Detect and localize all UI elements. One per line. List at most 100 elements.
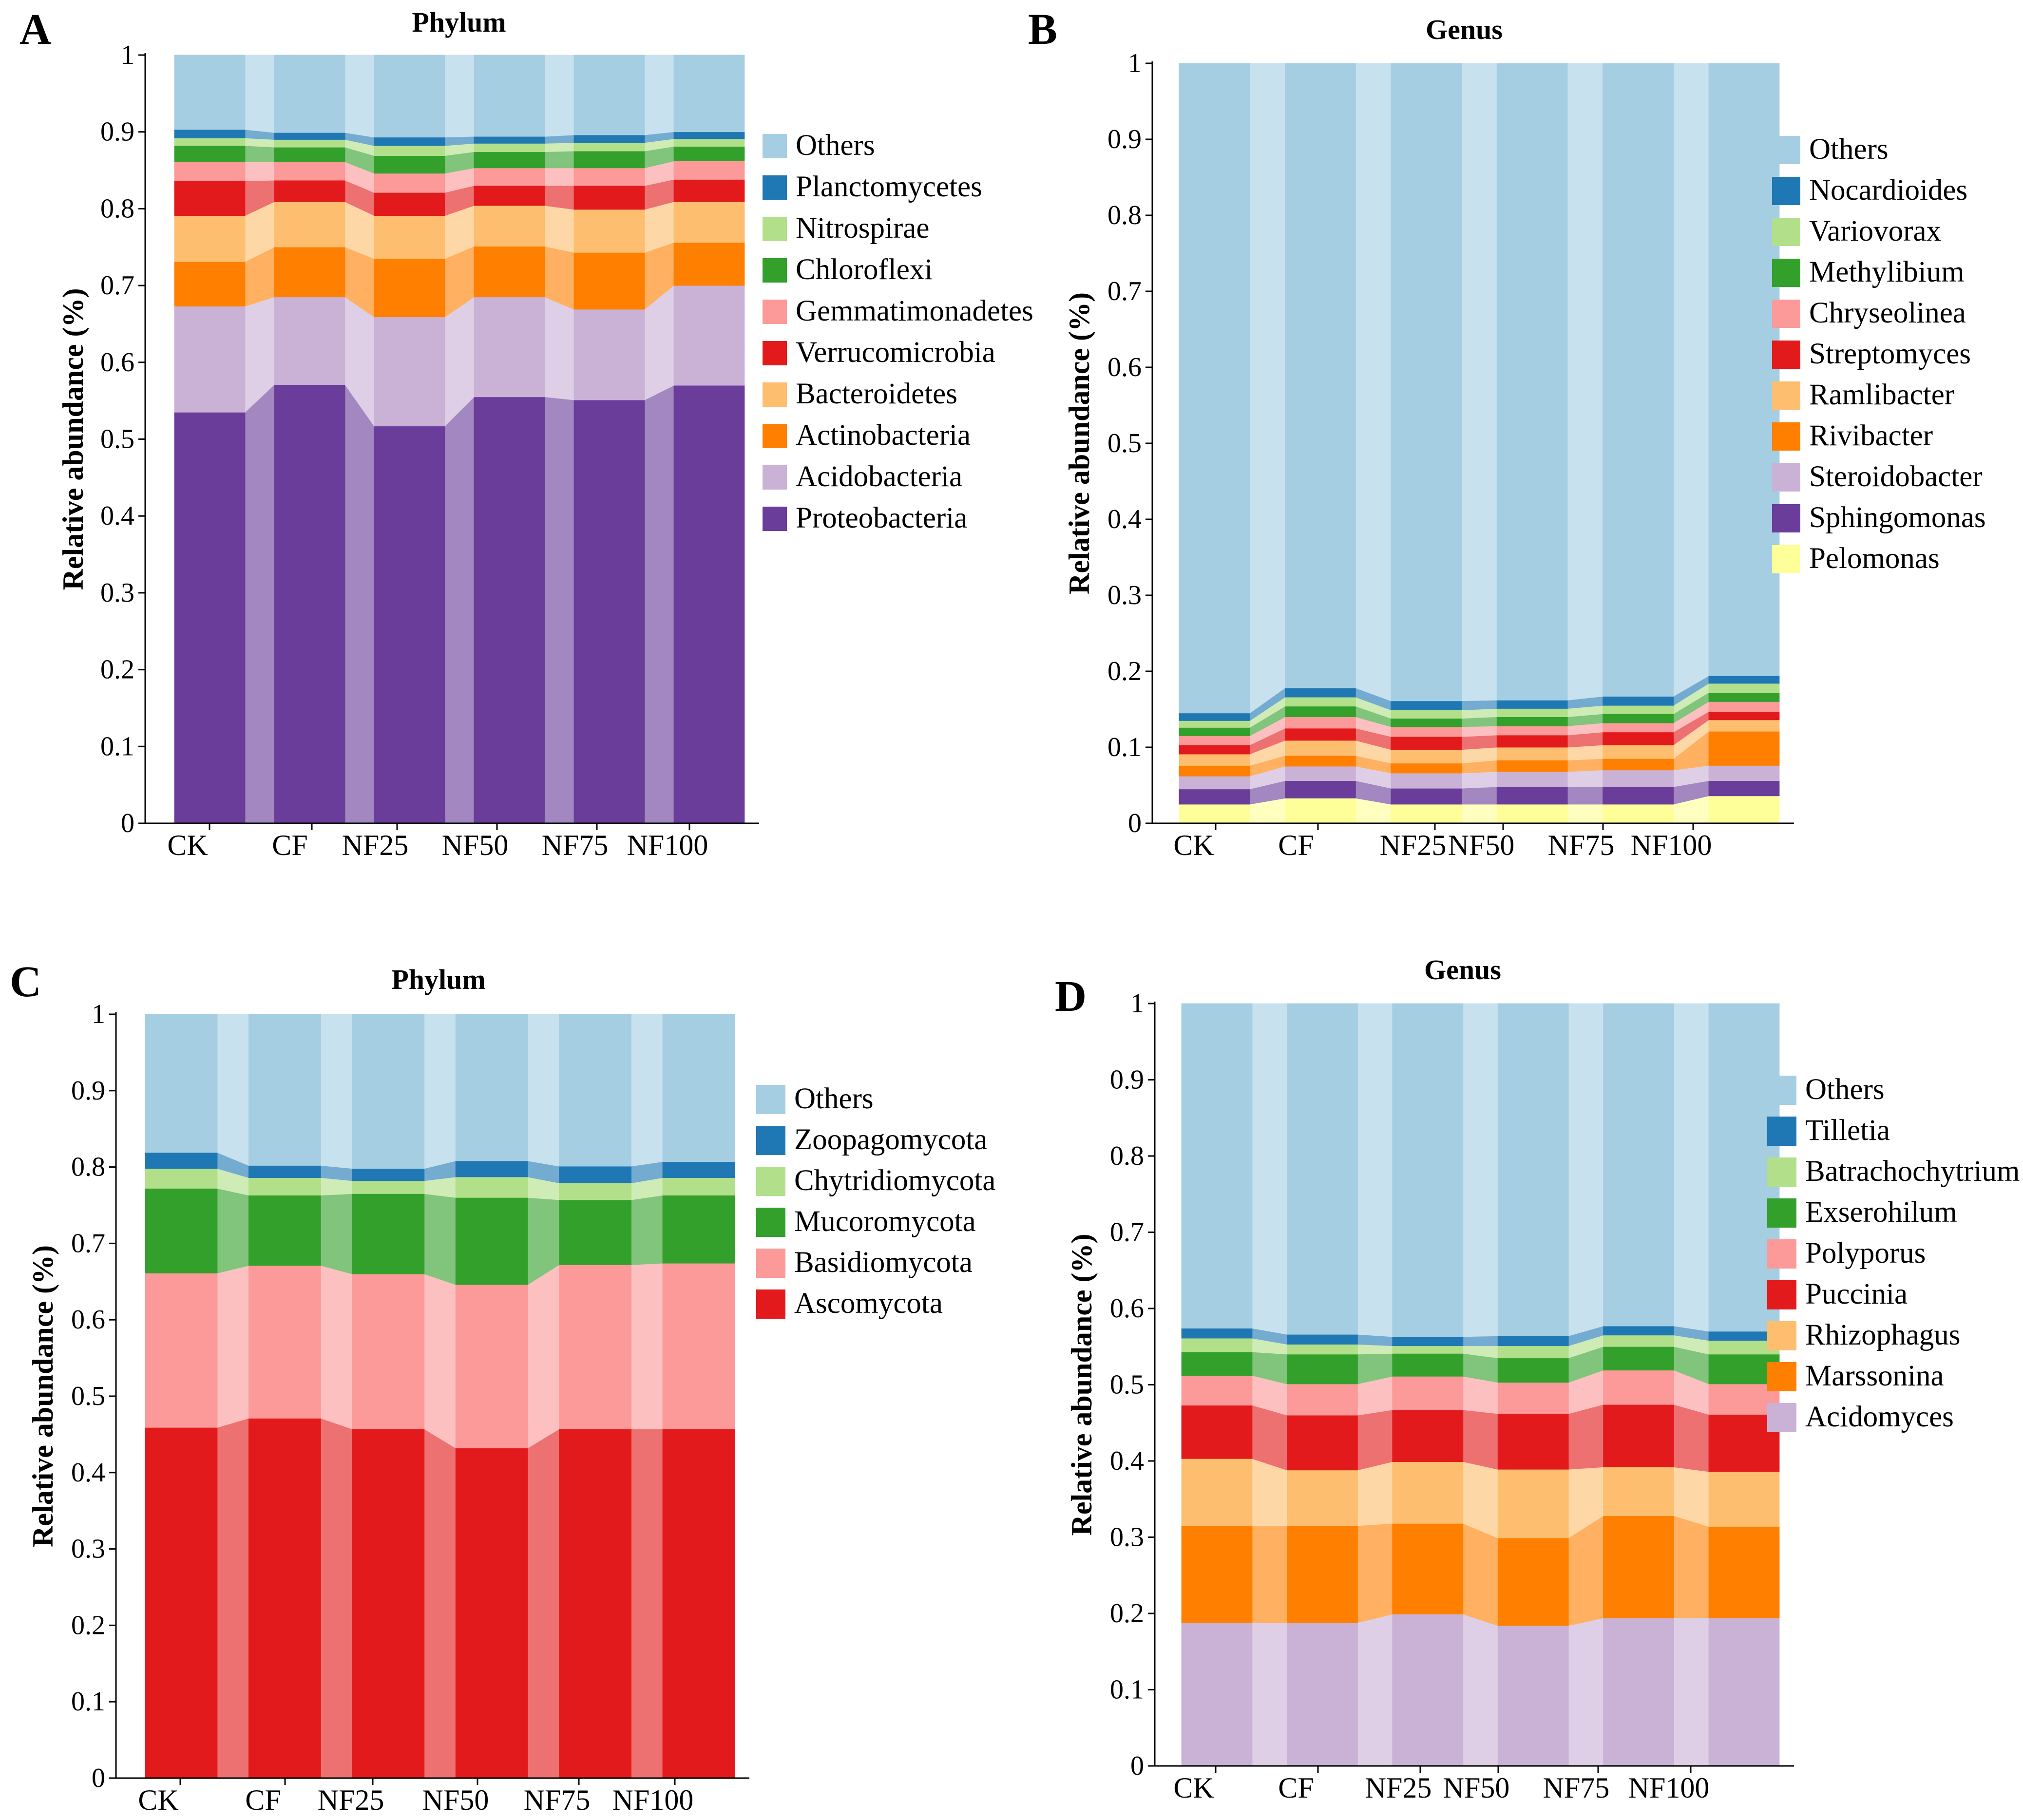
connector-mucoromycota [631,1195,663,1265]
bar-segment-steroidobacter [1284,766,1356,781]
connector-acidomyces [1568,1617,1604,1766]
connector-bacteroidetes [544,205,574,253]
bar-segment-rivibacter [1179,765,1250,777]
bar-segment-others [1286,1003,1358,1335]
bar-segment-exserohilum [1603,1346,1675,1371]
connector-chryseolinea [1461,725,1497,737]
panel-letter: C [10,958,41,1006]
legend-label: Rivibacter [1809,419,1933,452]
x-tick-label: NF25 [318,1784,384,1816]
bar-segment-pelomonas [1708,796,1780,824]
bar-segment-mucoromycota [352,1194,425,1274]
legend-label: Gemmatimonadetes [796,295,1033,327]
legend-label: Pelomonas [1809,542,1940,575]
bar-segment-chryseolinea [1603,722,1674,733]
connector-pelomonas [1567,804,1603,824]
connector-others [1357,1003,1393,1337]
bar-segment-gemmatimonadetes [673,161,745,180]
legend-label: Bacteroidetes [796,378,957,410]
y-tick-label: 0.5 [1110,1370,1144,1400]
bar-segment-exserohilum [1392,1353,1464,1377]
x-tick-label: CF [245,1784,281,1816]
bar-segment-chryseolinea [1284,717,1356,729]
connector-others [1461,63,1497,701]
x-tick-label: CK [167,829,208,861]
bar-segment-bacteroidetes [174,215,246,262]
legend-swatch [763,175,787,200]
bar-segment-ascomycota [145,1427,218,1779]
bar-segment-verrucomicrobia [174,181,246,216]
connector-sphingomonas [1567,786,1603,805]
bar-segment-chryseolinea [1179,736,1250,745]
series-methylibium [1179,692,1780,737]
y-tick-label: 0.3 [1107,580,1142,610]
chart-title: Genus [1424,954,1501,986]
panel-letter: A [19,5,51,54]
bar-segment-chloroflexi [573,151,645,169]
bar-segment-gemmatimonadetes [174,161,246,182]
connector-chloroflexi [544,151,574,169]
y-tick-label: 0.9 [100,117,134,147]
bar-segment-zoopagomycota [559,1166,631,1183]
y-tick-label: 0.4 [1107,504,1142,534]
series-rivibacter [1179,731,1780,777]
chart-title: Genus [1426,14,1503,45]
legend-swatch [1767,1157,1796,1187]
y-tick-label: 0 [92,1763,105,1793]
bar-segment-proteobacteria [673,385,745,824]
legend-item: Tilletia [1767,1114,1890,1147]
bar-segment-acidomyces [1392,1614,1464,1766]
bar-segment-others [145,1014,218,1153]
y-tick-label: 0.6 [71,1305,105,1335]
bar-segment-others [352,1014,425,1169]
bar-segment-ramlibacter [1708,720,1780,732]
bar-segment-bacteroidetes [673,201,745,243]
legend-label: Polyporus [1805,1237,1926,1270]
y-tick-label: 0.2 [1107,656,1142,686]
bar-segment-sphingomonas [1708,780,1780,796]
bar-segment-chloroflexi [474,152,545,169]
bar-segment-planctomycetes [174,129,246,138]
connector-others [644,55,674,135]
bar-segment-actinobacteria [673,242,745,286]
bar-segment-steroidobacter [1179,776,1250,790]
x-tick-label: NF75 [524,1784,591,1816]
bar-segment-variovorax [1179,720,1250,728]
legend-swatch [1772,545,1800,573]
bar-segment-proteobacteria [174,412,246,824]
legend-label: Nitrospirae [796,212,929,245]
connector-others [321,1014,353,1169]
series-others [1181,1003,1780,1337]
series-chloroflexi [174,145,745,174]
connector-others [424,1014,456,1169]
bar-segment-batrachochytrium [1181,1338,1253,1352]
series-nitrospirae [174,137,745,156]
y-tick-label: 0.8 [100,193,134,224]
legend-swatch [756,1208,785,1237]
bar-segment-pelomonas [1496,804,1568,824]
legend-label: Steroidobacter [1809,460,1983,493]
x-tick-label: NF75 [1548,829,1615,861]
x-tick-label: CF [1278,829,1314,861]
bar-segment-pelomonas [1284,798,1356,824]
bar-segment-planctomycetes [673,132,745,139]
bar-segment-polyporus [1603,1370,1675,1405]
bar-segment-marssonina [1286,1525,1358,1623]
y-tick-label: 0.1 [71,1687,105,1717]
bar-segment-nitrospirae [673,138,745,147]
y-tick-label: 0.5 [1107,428,1142,458]
bar-segment-ramlibacter [1284,740,1356,756]
connector-proteobacteria [444,396,475,824]
connector-rhizophagus [1252,1458,1287,1526]
panel-letter: D [1055,972,1087,1021]
bar-segment-chryseolinea [1496,725,1568,736]
y-tick-label: 1 [1128,48,1142,78]
bar-segment-exserohilum [1497,1358,1569,1383]
connector-others [1252,1003,1287,1335]
connector-ascomycota [321,1418,353,1779]
bar-segment-verrucomicrobia [673,179,745,202]
bar-segment-verrucomicrobia [374,192,445,216]
bar-segment-mucoromycota [248,1195,321,1266]
bar-segment-streptomyces [1708,711,1780,720]
bar-segment-chytridiomycota [455,1176,528,1198]
